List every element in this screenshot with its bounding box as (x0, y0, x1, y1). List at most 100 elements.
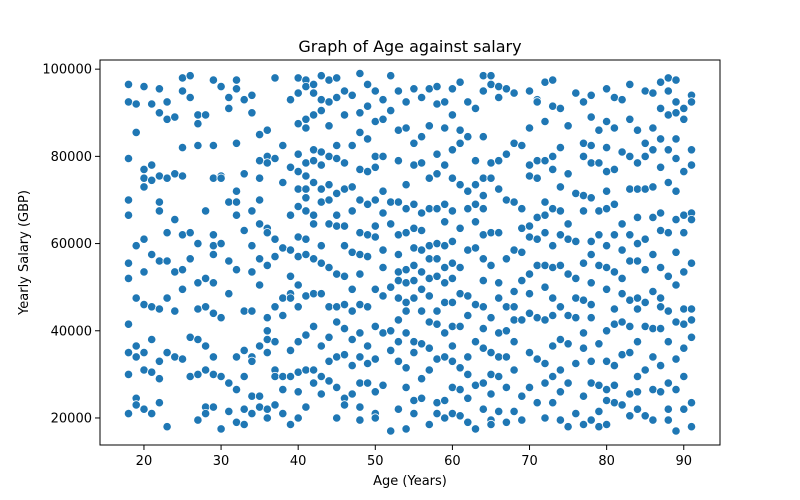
data-point (316, 258, 326, 268)
data-point (255, 219, 265, 229)
data-point (494, 82, 504, 92)
data-point (617, 350, 627, 360)
data-point (255, 341, 265, 351)
data-point (416, 245, 427, 255)
data-point (532, 173, 542, 183)
data-point (601, 204, 612, 214)
data-point (293, 184, 303, 194)
data-point (655, 225, 666, 236)
data-point (255, 402, 265, 412)
data-point (378, 186, 388, 196)
data-point (185, 71, 195, 81)
data-point (409, 243, 419, 253)
data-point (401, 180, 411, 190)
data-point (393, 230, 403, 240)
data-point (154, 304, 164, 314)
data-point (632, 337, 643, 347)
data-point (424, 365, 434, 375)
data-point (193, 334, 203, 345)
data-point (463, 291, 473, 301)
data-point (601, 419, 612, 430)
data-point (424, 241, 434, 251)
data-point (648, 286, 658, 297)
y-tick-label: 60000 (51, 237, 92, 252)
data-point (177, 265, 188, 275)
data-point (625, 151, 635, 161)
data-point (409, 275, 419, 286)
data-point (532, 398, 542, 408)
data-point (293, 201, 303, 212)
data-point (586, 378, 596, 388)
data-point (663, 337, 673, 347)
data-point (578, 206, 589, 216)
data-point (548, 293, 558, 303)
data-point (401, 278, 411, 288)
data-point (447, 84, 457, 94)
data-point (463, 186, 473, 196)
data-point (447, 145, 457, 155)
data-point (586, 112, 596, 122)
data-point (355, 378, 365, 388)
data-point (617, 245, 627, 255)
data-point (332, 352, 342, 362)
data-point (524, 289, 535, 299)
data-point (540, 77, 550, 87)
data-point (679, 343, 689, 353)
x-axis-label: Age (Years) (373, 474, 447, 489)
data-point (355, 269, 365, 279)
data-point (393, 267, 403, 277)
data-point (247, 267, 257, 277)
data-point (401, 228, 411, 238)
data-point (293, 387, 303, 397)
data-point (478, 204, 488, 214)
data-point (486, 79, 496, 90)
data-point (301, 114, 311, 124)
data-point (532, 234, 542, 244)
data-point (347, 284, 357, 294)
data-point (470, 380, 481, 390)
data-point (486, 71, 496, 81)
data-point (154, 206, 164, 216)
data-point (686, 258, 697, 268)
y-tick-label: 40000 (51, 324, 92, 339)
data-point (386, 219, 396, 229)
data-point (177, 86, 188, 96)
data-point (262, 326, 272, 336)
data-point (409, 260, 419, 270)
data-point (147, 367, 157, 377)
data-point (671, 153, 681, 164)
data-point (501, 326, 511, 336)
data-point (655, 293, 666, 303)
data-point (625, 389, 635, 399)
data-point (231, 84, 242, 94)
data-point (301, 234, 311, 244)
data-point (270, 234, 280, 244)
data-point (285, 271, 296, 281)
data-point (440, 199, 450, 209)
data-point (478, 275, 488, 286)
x-tick-label: 80 (598, 454, 615, 469)
data-point (139, 173, 149, 183)
data-point (663, 404, 673, 414)
data-point (301, 249, 311, 260)
data-point (393, 293, 403, 303)
data-point (494, 406, 504, 416)
data-point (393, 125, 403, 135)
data-point (555, 260, 566, 270)
data-point (409, 223, 419, 233)
data-point (609, 164, 620, 174)
data-point (393, 249, 403, 260)
data-point (162, 422, 172, 432)
data-point (262, 404, 272, 414)
data-point (463, 310, 473, 321)
data-point (316, 71, 326, 81)
data-point (424, 84, 434, 94)
data-point (409, 293, 419, 303)
data-point (347, 140, 357, 151)
data-point (324, 121, 334, 131)
data-point (409, 347, 419, 358)
data-point (440, 352, 450, 362)
data-point (316, 160, 326, 170)
data-point (532, 313, 542, 323)
data-point (301, 171, 311, 181)
